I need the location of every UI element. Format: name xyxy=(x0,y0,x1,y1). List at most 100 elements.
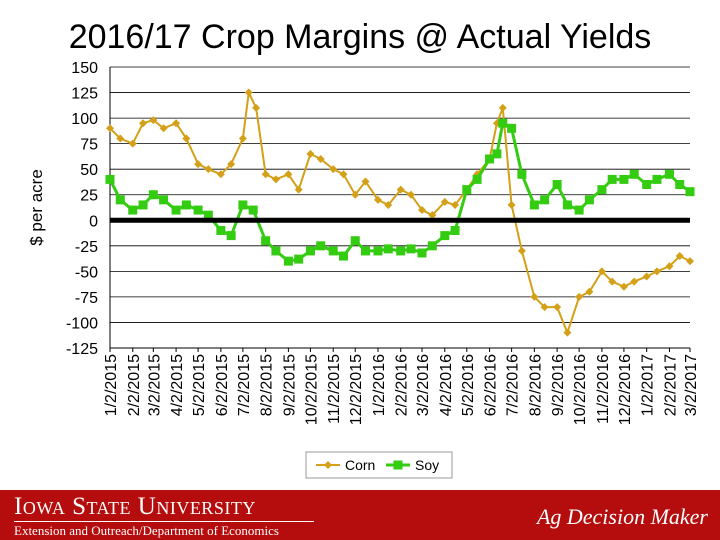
data-point-corn xyxy=(216,170,225,179)
x-tick-label: 1/2/2016 xyxy=(371,354,388,416)
y-tick-label: -25 xyxy=(75,239,98,256)
x-tick-label: 6/2/2015 xyxy=(214,354,231,416)
data-point-soy xyxy=(181,200,191,210)
data-point-corn xyxy=(675,252,684,261)
data-point-soy xyxy=(328,246,338,256)
data-point-soy xyxy=(507,123,517,133)
data-point-soy xyxy=(383,244,393,254)
data-point-corn xyxy=(530,292,539,301)
data-point-soy xyxy=(406,244,416,254)
data-point-corn xyxy=(271,175,280,184)
data-point-soy xyxy=(316,241,326,251)
data-point-soy xyxy=(128,205,138,215)
x-tick-label: 6/2/2016 xyxy=(483,354,500,416)
legend-label-soy: Soy xyxy=(415,457,439,473)
data-point-soy xyxy=(584,195,594,205)
data-point-soy xyxy=(226,231,236,241)
data-point-soy xyxy=(105,174,115,184)
data-point-corn xyxy=(244,88,253,97)
data-point-corn xyxy=(507,200,516,209)
x-tick-label: 2/2/2015 xyxy=(126,354,143,416)
brand-text: Ag Decision Maker xyxy=(536,504,708,529)
x-tick-label: 5/2/2015 xyxy=(191,354,208,416)
data-point-corn xyxy=(204,165,213,174)
legend-marker-soy xyxy=(393,460,403,470)
chart-plot: 150 125 100 75 50 25 0 -25 -50 -75 -100 -125 1/2/20… xyxy=(27,60,700,479)
data-point-soy xyxy=(203,210,213,220)
data-point-soy xyxy=(305,246,315,256)
data-point-soy xyxy=(462,185,472,195)
x-tick-label: 10/2/2016 xyxy=(572,354,589,425)
data-point-corn xyxy=(686,257,694,266)
data-point-soy xyxy=(529,200,539,210)
data-point-corn xyxy=(351,190,360,199)
data-point-soy xyxy=(485,154,495,164)
data-point-soy xyxy=(552,180,562,190)
data-point-corn xyxy=(428,211,437,220)
data-point-soy xyxy=(685,187,695,197)
y-tick-label: 0 xyxy=(89,213,98,230)
data-point-corn xyxy=(597,267,606,276)
data-point-soy xyxy=(664,169,674,179)
data-point-corn xyxy=(172,119,181,128)
x-tick-label: 4/2/2015 xyxy=(169,354,186,416)
data-point-corn xyxy=(329,165,338,174)
data-point-soy xyxy=(652,174,662,184)
legend: Corn Soy xyxy=(305,451,453,479)
data-point-corn xyxy=(665,262,674,271)
y-tick-label: 100 xyxy=(71,111,98,128)
data-point-soy xyxy=(472,174,482,184)
y-tick-label: 75 xyxy=(80,137,98,154)
data-point-corn xyxy=(630,277,639,286)
data-point-soy xyxy=(597,185,607,195)
data-point-corn xyxy=(238,134,247,143)
data-point-corn xyxy=(106,124,114,133)
y-tick-label: 25 xyxy=(80,188,98,205)
data-point-corn xyxy=(517,246,526,255)
series-soy xyxy=(105,118,695,266)
data-point-soy xyxy=(492,149,502,159)
series-layer xyxy=(105,88,695,337)
data-point-soy xyxy=(115,195,125,205)
y-tick-label: -100 xyxy=(66,315,98,332)
data-point-corn xyxy=(407,190,416,199)
y-tick-label: 150 xyxy=(71,60,98,77)
data-point-soy xyxy=(540,195,550,205)
data-point-corn xyxy=(440,197,449,206)
x-tick-label: 9/2/2015 xyxy=(281,354,298,416)
y-tick-label: -50 xyxy=(75,264,98,281)
gridlines xyxy=(109,66,690,349)
x-axis-ticks: 1/2/2015 2/2/2015 3/2/2015 4/2/2015 5/2/2015… xyxy=(103,348,700,425)
data-point-soy xyxy=(396,246,406,256)
data-point-corn xyxy=(608,277,617,286)
x-tick-label: 3/2/2017 xyxy=(683,354,700,416)
university-wordmark: Iowa State University xyxy=(14,493,256,520)
data-point-soy xyxy=(562,200,572,210)
data-point-corn xyxy=(316,154,325,163)
data-point-corn xyxy=(149,116,158,125)
data-point-soy xyxy=(450,225,460,235)
legend-marker-corn xyxy=(324,461,332,469)
x-tick-label: 2/2/2017 xyxy=(662,354,679,416)
data-point-soy xyxy=(574,205,584,215)
x-tick-label: 7/2/2015 xyxy=(236,354,253,416)
x-tick-label: 7/2/2016 xyxy=(505,354,522,416)
data-point-soy xyxy=(283,256,293,266)
data-point-corn xyxy=(498,103,507,112)
data-point-corn xyxy=(384,200,393,209)
data-point-corn xyxy=(227,160,236,169)
data-point-soy xyxy=(517,169,527,179)
department-text: Extension and Outreach/Department of Eco… xyxy=(14,523,279,538)
x-tick-label: 8/2/2015 xyxy=(259,354,276,416)
data-point-corn xyxy=(373,195,382,204)
data-point-soy xyxy=(171,205,181,215)
data-point-soy xyxy=(350,236,360,246)
y-axis-label: $ per acre xyxy=(27,169,46,246)
data-point-soy xyxy=(138,200,148,210)
data-point-soy xyxy=(338,251,348,261)
data-point-corn xyxy=(194,160,203,169)
x-tick-label: 12/2/2015 xyxy=(348,354,365,425)
data-point-soy xyxy=(427,241,437,251)
data-point-corn xyxy=(540,303,549,312)
data-point-soy xyxy=(373,246,383,256)
